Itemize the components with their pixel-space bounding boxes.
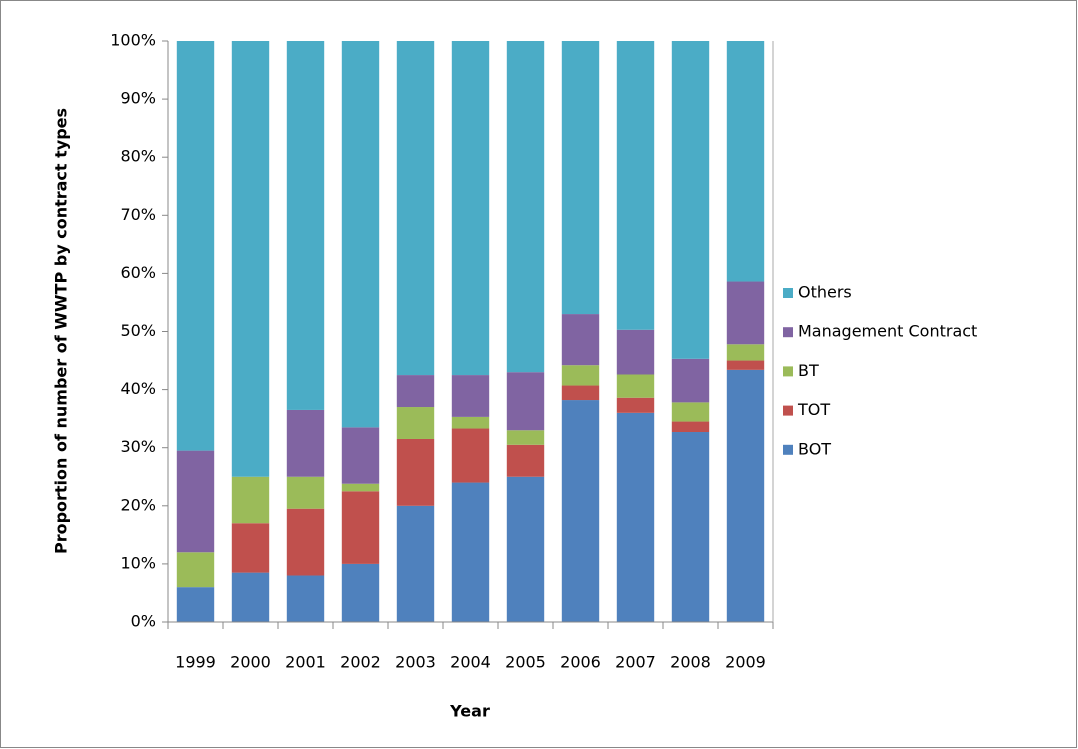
legend-swatch [783,366,793,377]
x-tick-label: 2008 [670,653,711,672]
bar-segment [451,482,490,622]
x-tick-label: 2004 [450,653,491,672]
legend-swatch [783,405,793,416]
x-tick-label: 2001 [285,653,326,672]
bar-segment [451,428,490,483]
bar-segment [341,563,380,622]
bar-segment [726,41,765,282]
bar-segment [341,427,380,484]
y-tick-label: 100% [110,31,156,50]
bar-segment [396,438,435,506]
bar-segment [176,587,215,622]
bar-segment [176,41,215,451]
bar-segment [451,416,490,429]
y-tick-label: 50% [120,321,156,340]
x-tick-label: 1999 [175,653,216,672]
bar-segment [451,375,490,417]
bar-segment [176,552,215,588]
x-tick-label: 2002 [340,653,381,672]
bar-segment [561,41,600,315]
y-tick-label: 60% [120,263,156,282]
bar-segment [506,476,545,622]
bar-segment [506,430,545,445]
legend-swatch [783,288,793,298]
y-tick-label: 70% [120,205,156,224]
bar-segment [286,409,325,477]
x-axis-title: Year [449,702,490,721]
bar-segment [726,344,765,361]
bar-segment [231,572,270,622]
bar-segment [286,575,325,622]
bar-segment [506,444,545,477]
bar-segment [396,505,435,622]
bar-segment [396,375,435,408]
x-tick-label: 2009 [725,653,766,672]
bar-segment [726,360,765,370]
bar-segment [616,374,655,398]
bar-segment [396,407,435,439]
y-tick-label: 40% [120,379,156,398]
bar-segment [231,41,270,477]
y-axis-title: Proportion of number of WWTP by contract… [52,108,71,554]
bar-segment [561,400,600,622]
bar-segment [671,421,710,433]
bar-segment [231,476,270,524]
bar-segment [396,41,435,376]
bar-segment [616,397,655,413]
bar-segment [616,412,655,622]
x-tick-label: 2003 [395,653,436,672]
bar-segment [341,483,380,492]
bar-segment [451,41,490,376]
bar-segment [671,41,710,359]
y-tick-label: 80% [120,147,156,166]
y-tick-label: 0% [131,612,156,631]
bar-segment [671,358,710,403]
bar-segment [506,372,545,431]
x-tick-label: 2000 [230,653,271,672]
bar-segment [726,281,765,345]
x-tick-label: 2005 [505,653,546,672]
legend-swatch [783,327,793,338]
bar-segment [341,491,380,564]
bar-segment [231,523,270,573]
bar-segment [341,41,380,428]
bar-segment [286,476,325,509]
bar-segment [286,508,325,576]
y-tick-label: 90% [120,89,156,108]
bar-segment [616,329,655,375]
legend-label: BT [798,361,819,380]
y-tick-label: 10% [120,553,156,572]
x-tick-label: 2006 [560,653,601,672]
y-tick-label: 30% [120,437,156,456]
bar-segment [616,41,655,330]
bar-segment [286,41,325,410]
legend-swatch [783,444,793,455]
bar-segment [561,365,600,386]
bar-segment [726,369,765,622]
legend-label: Management Contract [798,322,977,341]
legend-label: TOT [797,400,830,419]
bar-segment [176,450,215,553]
bar-segment [671,432,710,622]
bar-segment [561,314,600,366]
x-tick-label: 2007 [615,653,656,672]
legend-label: BOT [798,439,831,458]
bar-segment [561,385,600,401]
bar-segment [506,41,545,373]
y-tick-label: 20% [120,495,156,514]
bar-segment [671,402,710,422]
legend-label: Others [798,283,852,302]
